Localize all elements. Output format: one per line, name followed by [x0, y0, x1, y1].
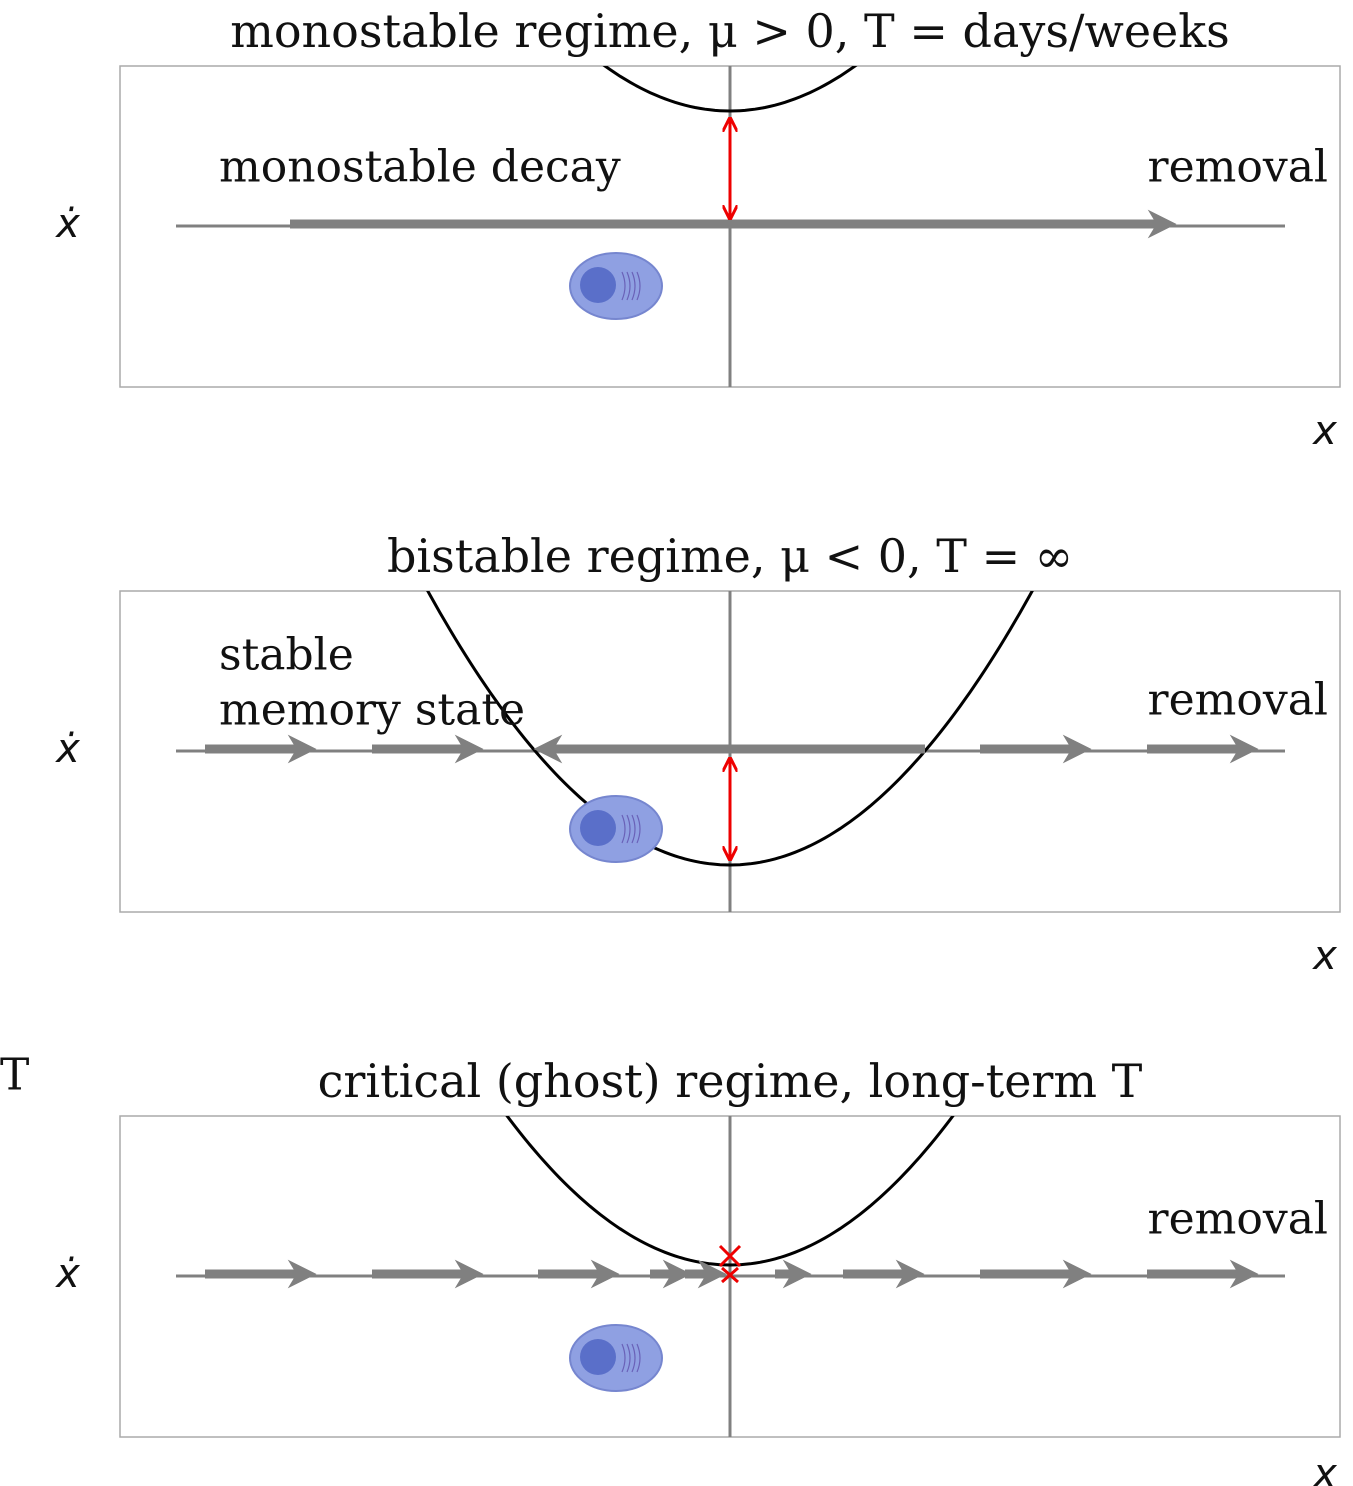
cell-organelle [631, 1343, 636, 1373]
ghost-mark [718, 1244, 742, 1284]
parabola [426, 591, 1034, 867]
y-axis-label: ẋ [54, 201, 80, 247]
annotation: memory state [219, 685, 525, 736]
cell-organelle [621, 814, 626, 844]
panel-title: critical (ghost) regime, long-term T [318, 1054, 1143, 1108]
cell-organelle [621, 271, 626, 301]
cell-organelle [631, 271, 636, 301]
annotation: removal [1148, 142, 1328, 193]
panel-title: monostable regime, μ > 0, T = days/weeks [230, 4, 1230, 58]
panel-title: bistable regime, μ < 0, T = ∞ [387, 529, 1073, 583]
x-axis-label: x [1311, 1451, 1337, 1486]
x-axis-label: x [1311, 408, 1337, 454]
y-axis-label: ẋ [54, 1251, 80, 1297]
cell-organelle [631, 814, 636, 844]
parabola [602, 66, 858, 113]
y-axis-label: ẋ [54, 726, 80, 772]
parabola [505, 1116, 955, 1267]
annotation: monostable decay [219, 142, 621, 193]
side-label: T [0, 1050, 29, 1101]
cell-organelle [626, 1343, 631, 1373]
cell-organelle [626, 814, 631, 844]
x-axis-label: x [1311, 933, 1337, 979]
cell-nucleus [580, 267, 616, 303]
cell-organelle [636, 271, 641, 301]
cell-organelle [621, 1343, 626, 1373]
cell-nucleus [580, 810, 616, 846]
cell-organelle [636, 814, 641, 844]
cell-organelle [636, 1343, 641, 1373]
annotation: removal [1148, 675, 1328, 726]
cell-organelle [626, 271, 631, 301]
cell-nucleus [580, 1339, 616, 1375]
annotation: stable [219, 630, 354, 681]
annotation: removal [1148, 1194, 1328, 1245]
